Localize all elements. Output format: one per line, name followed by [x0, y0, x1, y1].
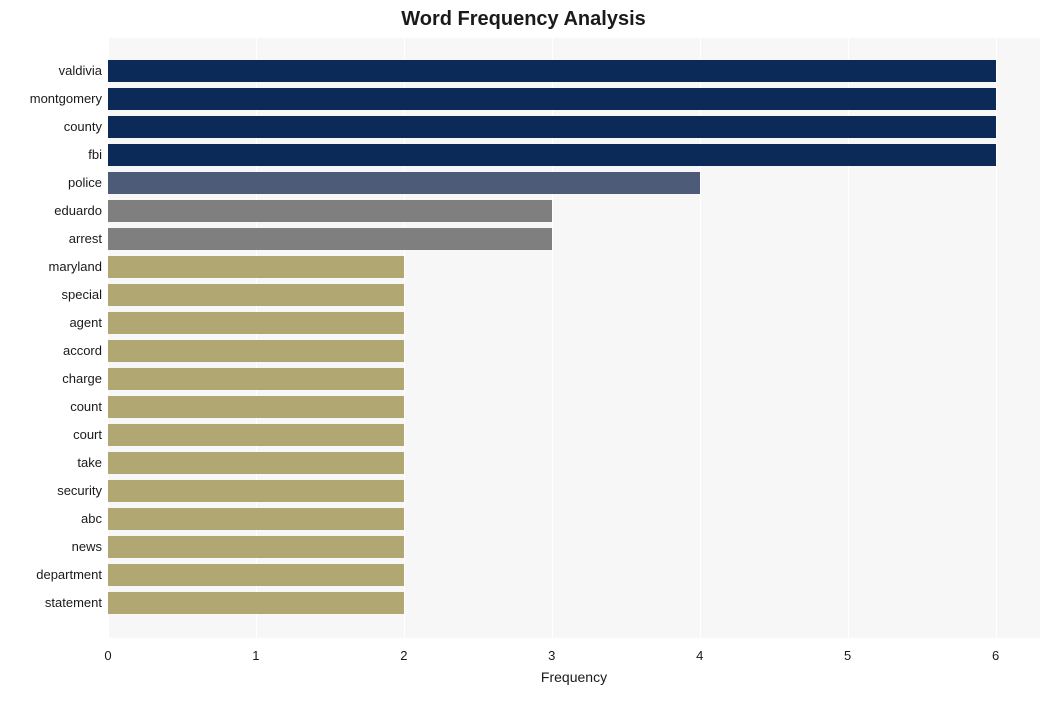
chart-title: Word Frequency Analysis [0, 8, 1047, 31]
x-tick: 2 [400, 648, 407, 663]
bar [108, 340, 404, 362]
x-tick: 1 [252, 648, 259, 663]
y-category-label: take [77, 452, 102, 474]
bar [108, 256, 404, 278]
y-category-label: police [68, 172, 102, 194]
bar [108, 60, 996, 82]
y-category-label: county [64, 116, 102, 138]
bar [108, 368, 404, 390]
y-category-label: agent [69, 312, 102, 334]
bar [108, 424, 404, 446]
y-category-label: count [70, 396, 102, 418]
plot-area [108, 38, 1040, 638]
bar [108, 536, 404, 558]
bar [108, 284, 404, 306]
bar [108, 172, 700, 194]
y-category-label: maryland [49, 256, 102, 278]
y-category-label: security [57, 480, 102, 502]
bar [108, 396, 404, 418]
bar [108, 116, 996, 138]
bar [108, 312, 404, 334]
bar [108, 564, 404, 586]
y-category-label: valdivia [59, 60, 102, 82]
bar [108, 88, 996, 110]
bar [108, 144, 996, 166]
y-category-label: department [36, 564, 102, 586]
y-category-label: special [62, 284, 102, 306]
bar [108, 452, 404, 474]
x-tick: 0 [104, 648, 111, 663]
x-tick: 3 [548, 648, 555, 663]
x-tick: 6 [992, 648, 999, 663]
bar [108, 592, 404, 614]
x-tick: 4 [696, 648, 703, 663]
y-category-label: news [72, 536, 102, 558]
bar [108, 508, 404, 530]
y-category-label: statement [45, 592, 102, 614]
y-category-label: accord [63, 340, 102, 362]
bar [108, 228, 552, 250]
y-category-label: court [73, 424, 102, 446]
y-category-label: fbi [88, 144, 102, 166]
x-tick: 5 [844, 648, 851, 663]
y-category-label: abc [81, 508, 102, 530]
y-category-label: eduardo [54, 200, 102, 222]
y-category-label: arrest [69, 228, 102, 250]
chart-container: Word Frequency Analysis Frequency 0 1 2 3 4 5… [0, 0, 1047, 701]
grid-line [996, 38, 997, 638]
y-category-label: charge [62, 368, 102, 390]
bar [108, 200, 552, 222]
bar [108, 480, 404, 502]
y-category-label: montgomery [30, 88, 102, 110]
x-axis-label: Frequency [108, 669, 1040, 685]
